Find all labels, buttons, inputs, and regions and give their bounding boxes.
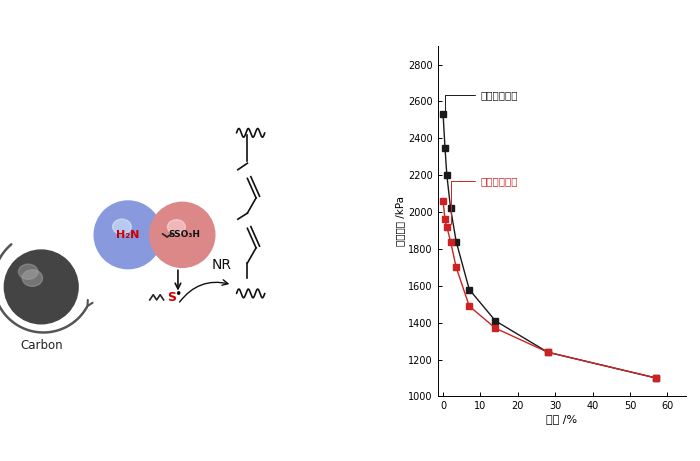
Circle shape bbox=[150, 202, 215, 267]
Circle shape bbox=[4, 250, 78, 324]
Text: 加炭黑偶联剂: 加炭黑偶联剂 bbox=[451, 177, 518, 224]
Text: H₂N: H₂N bbox=[116, 230, 140, 240]
X-axis label: 应变 /%: 应变 /% bbox=[546, 414, 578, 424]
Text: •: • bbox=[174, 288, 181, 301]
Ellipse shape bbox=[167, 220, 186, 234]
Text: S: S bbox=[167, 291, 176, 304]
Circle shape bbox=[94, 201, 162, 269]
Text: Carbon: Carbon bbox=[20, 339, 62, 352]
Text: 无炭黑偶联剂: 无炭黑偶联剂 bbox=[445, 90, 518, 112]
Ellipse shape bbox=[113, 219, 131, 234]
Ellipse shape bbox=[22, 270, 43, 286]
Text: NR: NR bbox=[211, 258, 231, 272]
Y-axis label: 储能模量 /kPa: 储能模量 /kPa bbox=[395, 196, 405, 246]
Text: SSO₃H: SSO₃H bbox=[169, 230, 200, 239]
Ellipse shape bbox=[18, 264, 38, 279]
